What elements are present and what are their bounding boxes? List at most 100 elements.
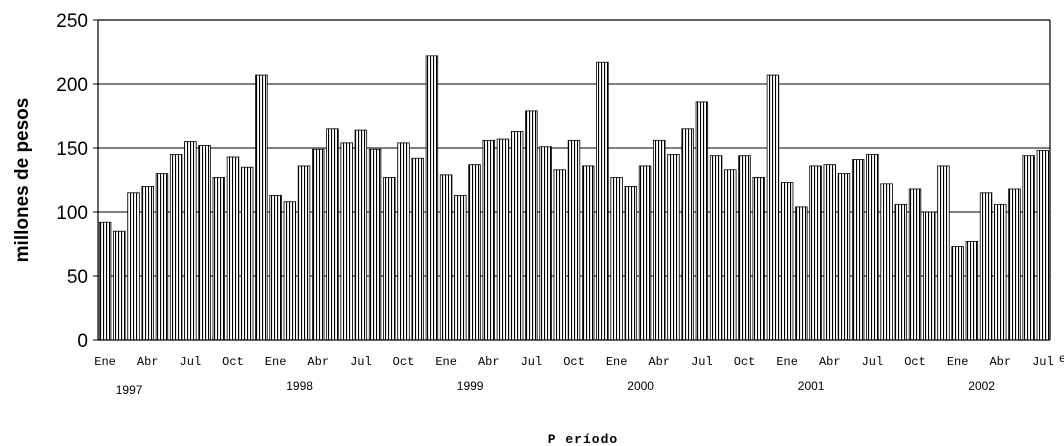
y-axis-label: millones de pesos: [12, 98, 33, 263]
x-tick-label: Oct: [563, 355, 585, 369]
x-tick-label: Ene: [265, 355, 287, 369]
x-tick-label: Abr: [307, 355, 329, 369]
bar: [880, 183, 893, 341]
year-label: 1998: [286, 379, 313, 393]
bar: [667, 153, 680, 341]
bar: [155, 173, 169, 341]
x-tick-label: Ene: [776, 355, 798, 369]
bar: [510, 130, 524, 341]
year-label: 1997: [116, 383, 143, 397]
bar: [951, 246, 964, 341]
bar: [255, 74, 268, 341]
y-tick-label: 200: [56, 75, 88, 96]
bar: [226, 156, 240, 341]
bar: [98, 221, 112, 341]
year-label: 2001: [798, 379, 825, 393]
bar: [738, 155, 751, 341]
bar: [752, 177, 765, 341]
bar: [851, 159, 865, 341]
bar: [1008, 188, 1021, 341]
bar: [610, 177, 623, 341]
bar: [411, 157, 424, 341]
y-tick-label: 0: [77, 331, 88, 352]
y-tick-label: 50: [67, 267, 88, 288]
bar: [979, 192, 993, 341]
year-label: 2002: [968, 379, 995, 393]
axes: [93, 19, 1051, 341]
bar: [297, 165, 311, 341]
bar: [269, 194, 282, 341]
x-tick-label: Abr: [819, 355, 841, 369]
bar: [397, 142, 410, 341]
bar: [198, 145, 211, 341]
bar: [596, 61, 609, 341]
bar: [923, 211, 936, 341]
x-tick-label: Abr: [137, 355, 159, 369]
bar: [113, 230, 126, 341]
bar: [709, 155, 723, 341]
bar: [240, 166, 254, 341]
bar: [766, 74, 780, 341]
x-tick-label: Oct: [734, 355, 756, 369]
x-tick-label: Ene: [94, 355, 116, 369]
bar: [539, 146, 552, 341]
x-tick-footnote-mark: e: [1059, 352, 1064, 366]
x-tick-label: Ene: [435, 355, 457, 369]
bar: [482, 139, 495, 341]
bar: [1022, 155, 1035, 341]
x-tick-label: Abr: [478, 355, 500, 369]
x-tick-label: Jul: [1032, 355, 1054, 369]
bar: [141, 185, 154, 341]
bar: [638, 165, 652, 341]
x-tick-label: Ene: [947, 355, 969, 369]
bar: [383, 177, 396, 341]
x-tick-label: Abr: [989, 355, 1011, 369]
year-label: 1999: [457, 379, 484, 393]
bar: [866, 153, 879, 341]
bar: [368, 148, 382, 341]
x-tick-label: Oct: [393, 355, 415, 369]
bar: [326, 128, 339, 341]
bar: [283, 201, 297, 341]
y-tick-label: 150: [56, 139, 88, 160]
bar: [354, 129, 368, 341]
bar: [553, 169, 567, 341]
bar: [184, 141, 197, 341]
y-tick-label: 100: [56, 203, 88, 224]
bar: [795, 206, 808, 341]
bar: [312, 148, 325, 341]
bar: [1036, 150, 1050, 341]
year-labels: 1997 1998 1999 2000 2001 2002: [116, 379, 996, 397]
bar: [724, 169, 737, 341]
x-tick-label: Oct: [222, 355, 244, 369]
bar: [823, 164, 836, 341]
x-tick-label: Oct: [904, 355, 926, 369]
bar: [496, 138, 510, 341]
bar: [468, 164, 481, 341]
bar: [653, 139, 666, 341]
year-label: 2000: [627, 379, 654, 393]
y-tick-labels: 0 50 100 150 200 250: [56, 11, 88, 352]
bar: [809, 165, 822, 341]
bar: [681, 128, 694, 341]
x-axis-label: P eríodo: [548, 432, 618, 446]
x-tick-label: Abr: [648, 355, 670, 369]
bar: [127, 192, 140, 341]
bar: [965, 241, 979, 341]
bar: [454, 194, 467, 341]
bar: [340, 142, 353, 341]
bar: [169, 153, 183, 341]
y-tick-label: 250: [56, 11, 88, 32]
x-tick-label: Ene: [606, 355, 628, 369]
bar: [908, 188, 922, 341]
x-tick-label: Jul: [691, 355, 713, 369]
bar: [894, 203, 908, 341]
bar: [581, 165, 595, 341]
x-tick-label: Jul: [350, 355, 372, 369]
bar: [994, 203, 1007, 341]
bar: [525, 110, 538, 341]
bar: [624, 185, 638, 341]
bar: [695, 101, 709, 341]
x-tick-label: Jul: [862, 355, 884, 369]
